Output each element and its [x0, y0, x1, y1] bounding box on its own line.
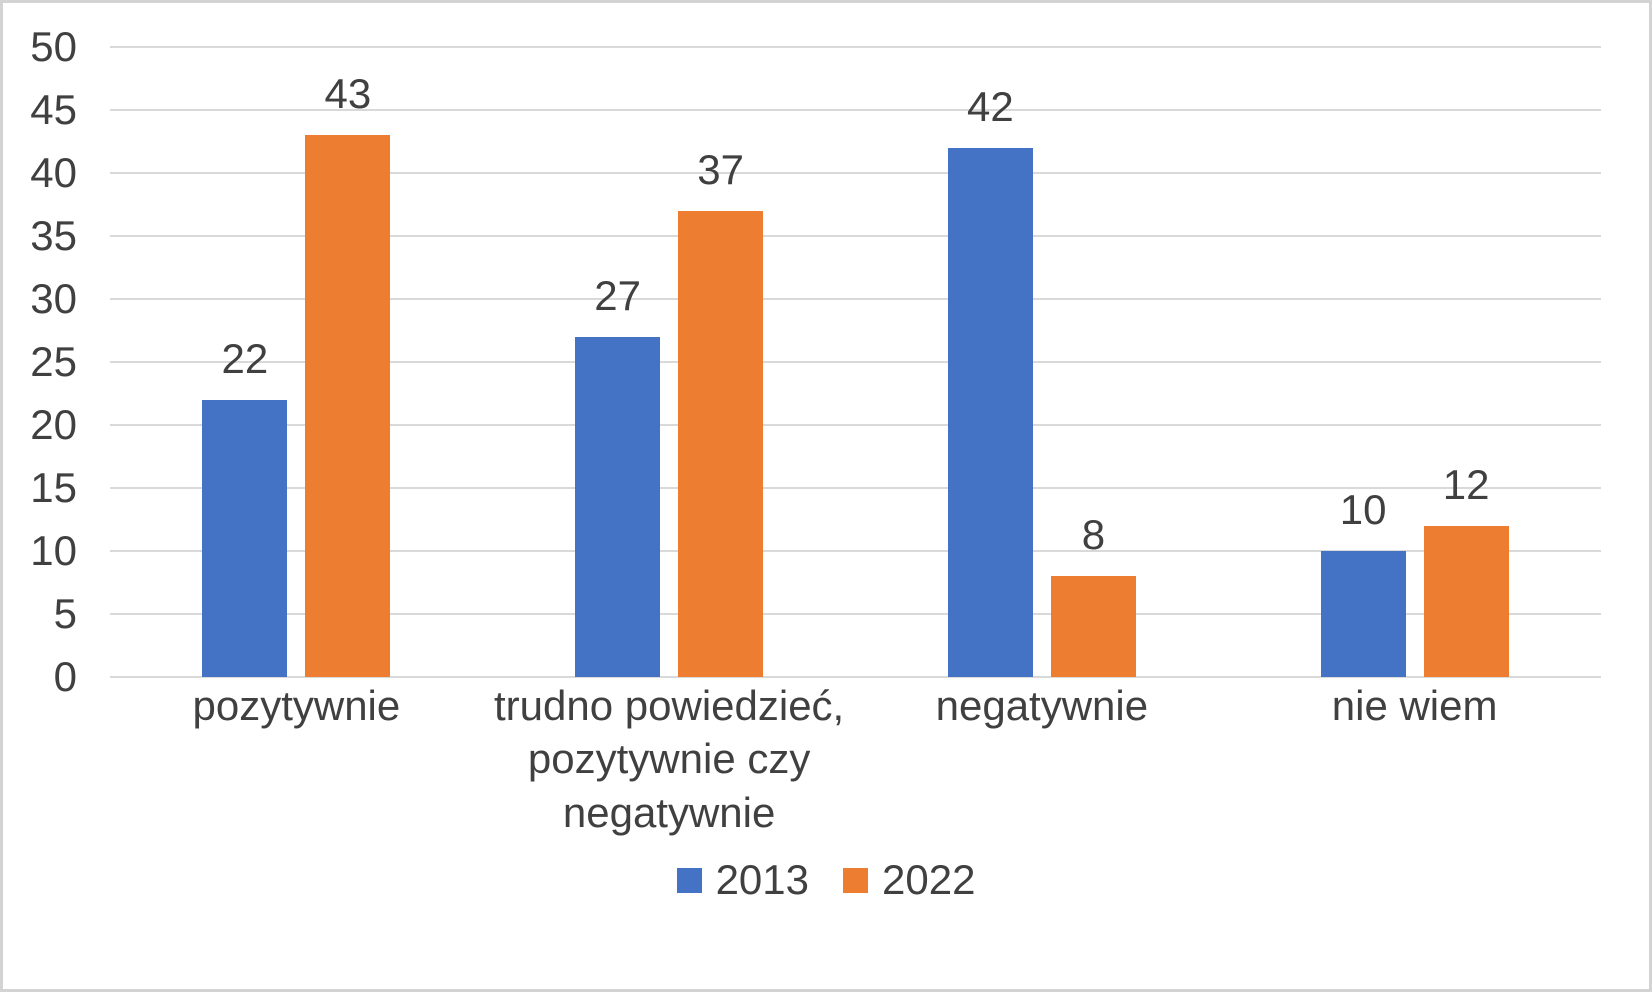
- x-axis-labels: pozytywnie trudno powiedzieć, pozytywnie …: [110, 679, 1601, 839]
- legend: 2013 2022: [0, 856, 1652, 904]
- bar-2013: [202, 399, 288, 677]
- bar-column: 37: [678, 47, 764, 677]
- legend-item: 2022: [843, 856, 975, 904]
- legend-label: 2022: [882, 856, 976, 903]
- bar-value-label: 37: [697, 145, 744, 193]
- y-tick-label: 15: [30, 464, 77, 511]
- bar-column: 10: [1320, 47, 1406, 677]
- bar-column: 42: [947, 47, 1033, 677]
- gridline: [110, 46, 1601, 48]
- y-tick-label: 0: [53, 653, 77, 700]
- category-label: pozytywnie: [192, 682, 401, 729]
- bar-column: 12: [1423, 47, 1509, 677]
- bar-value-label: 43: [324, 70, 372, 118]
- y-tick-label: 20: [30, 401, 77, 448]
- bar-value-label: 27: [594, 271, 641, 319]
- y-tick-label: 5: [53, 590, 77, 637]
- y-tick-label: 10: [30, 527, 77, 574]
- bar-column: 43: [305, 47, 391, 677]
- gridline: [110, 613, 1601, 615]
- legend-swatch-icon: [843, 867, 868, 893]
- y-tick-label: 50: [30, 23, 77, 70]
- bar-value-label: 42: [967, 82, 1014, 130]
- bar-value-label: 12: [1442, 460, 1490, 508]
- gridline: [110, 298, 1601, 300]
- legend-item: 2013: [676, 856, 809, 904]
- category-group: 42 8: [856, 47, 1229, 677]
- y-tick-label: 40: [30, 149, 77, 196]
- gridline: [110, 361, 1601, 363]
- bars-layer: 22 43 27 37 42 8 10 12: [110, 47, 1601, 677]
- bar-column: 27: [575, 47, 661, 677]
- gridline: [110, 235, 1601, 237]
- legend-swatch-icon: [676, 867, 702, 893]
- bar-2013: [1320, 551, 1406, 677]
- bar-value-label: 8: [1081, 511, 1106, 559]
- gridline: [110, 172, 1601, 174]
- category-label: trudno powiedzieć, pozytywnie czy negaty…: [494, 682, 845, 836]
- x-axis-line: [110, 676, 1601, 678]
- category-group: 22 43: [110, 47, 483, 677]
- gridline: [110, 424, 1601, 426]
- bar-2022: [305, 135, 391, 677]
- category-label: negatywnie: [935, 682, 1149, 729]
- y-tick-label: 35: [30, 212, 77, 259]
- y-tick-label: 45: [30, 86, 77, 133]
- bar-2022: [1423, 525, 1509, 677]
- category-label: nie wiem: [1331, 682, 1498, 729]
- bar-2022: [1050, 576, 1136, 677]
- legend-label: 2013: [715, 856, 809, 903]
- gridline: [110, 109, 1601, 111]
- bar-column: 8: [1050, 47, 1136, 677]
- bar-2022: [678, 210, 764, 677]
- bar-2013: [575, 336, 661, 677]
- bar-value-label: 22: [221, 334, 269, 382]
- bar-value-label: 10: [1339, 486, 1387, 533]
- bar-2013: [947, 147, 1033, 677]
- y-tick-label: 25: [30, 338, 77, 385]
- y-tick-label: 30: [30, 275, 77, 322]
- bar-column: 22: [202, 47, 288, 677]
- category-group: 27 37: [483, 47, 856, 677]
- category-group: 10 12: [1228, 47, 1601, 677]
- gridline: [110, 487, 1601, 489]
- gridline: [110, 550, 1601, 552]
- plot-area: 0 5 10 15 20 25 30 35 40 45 50 22 43 27 37 42 8 10 12: [30, 23, 1601, 700]
